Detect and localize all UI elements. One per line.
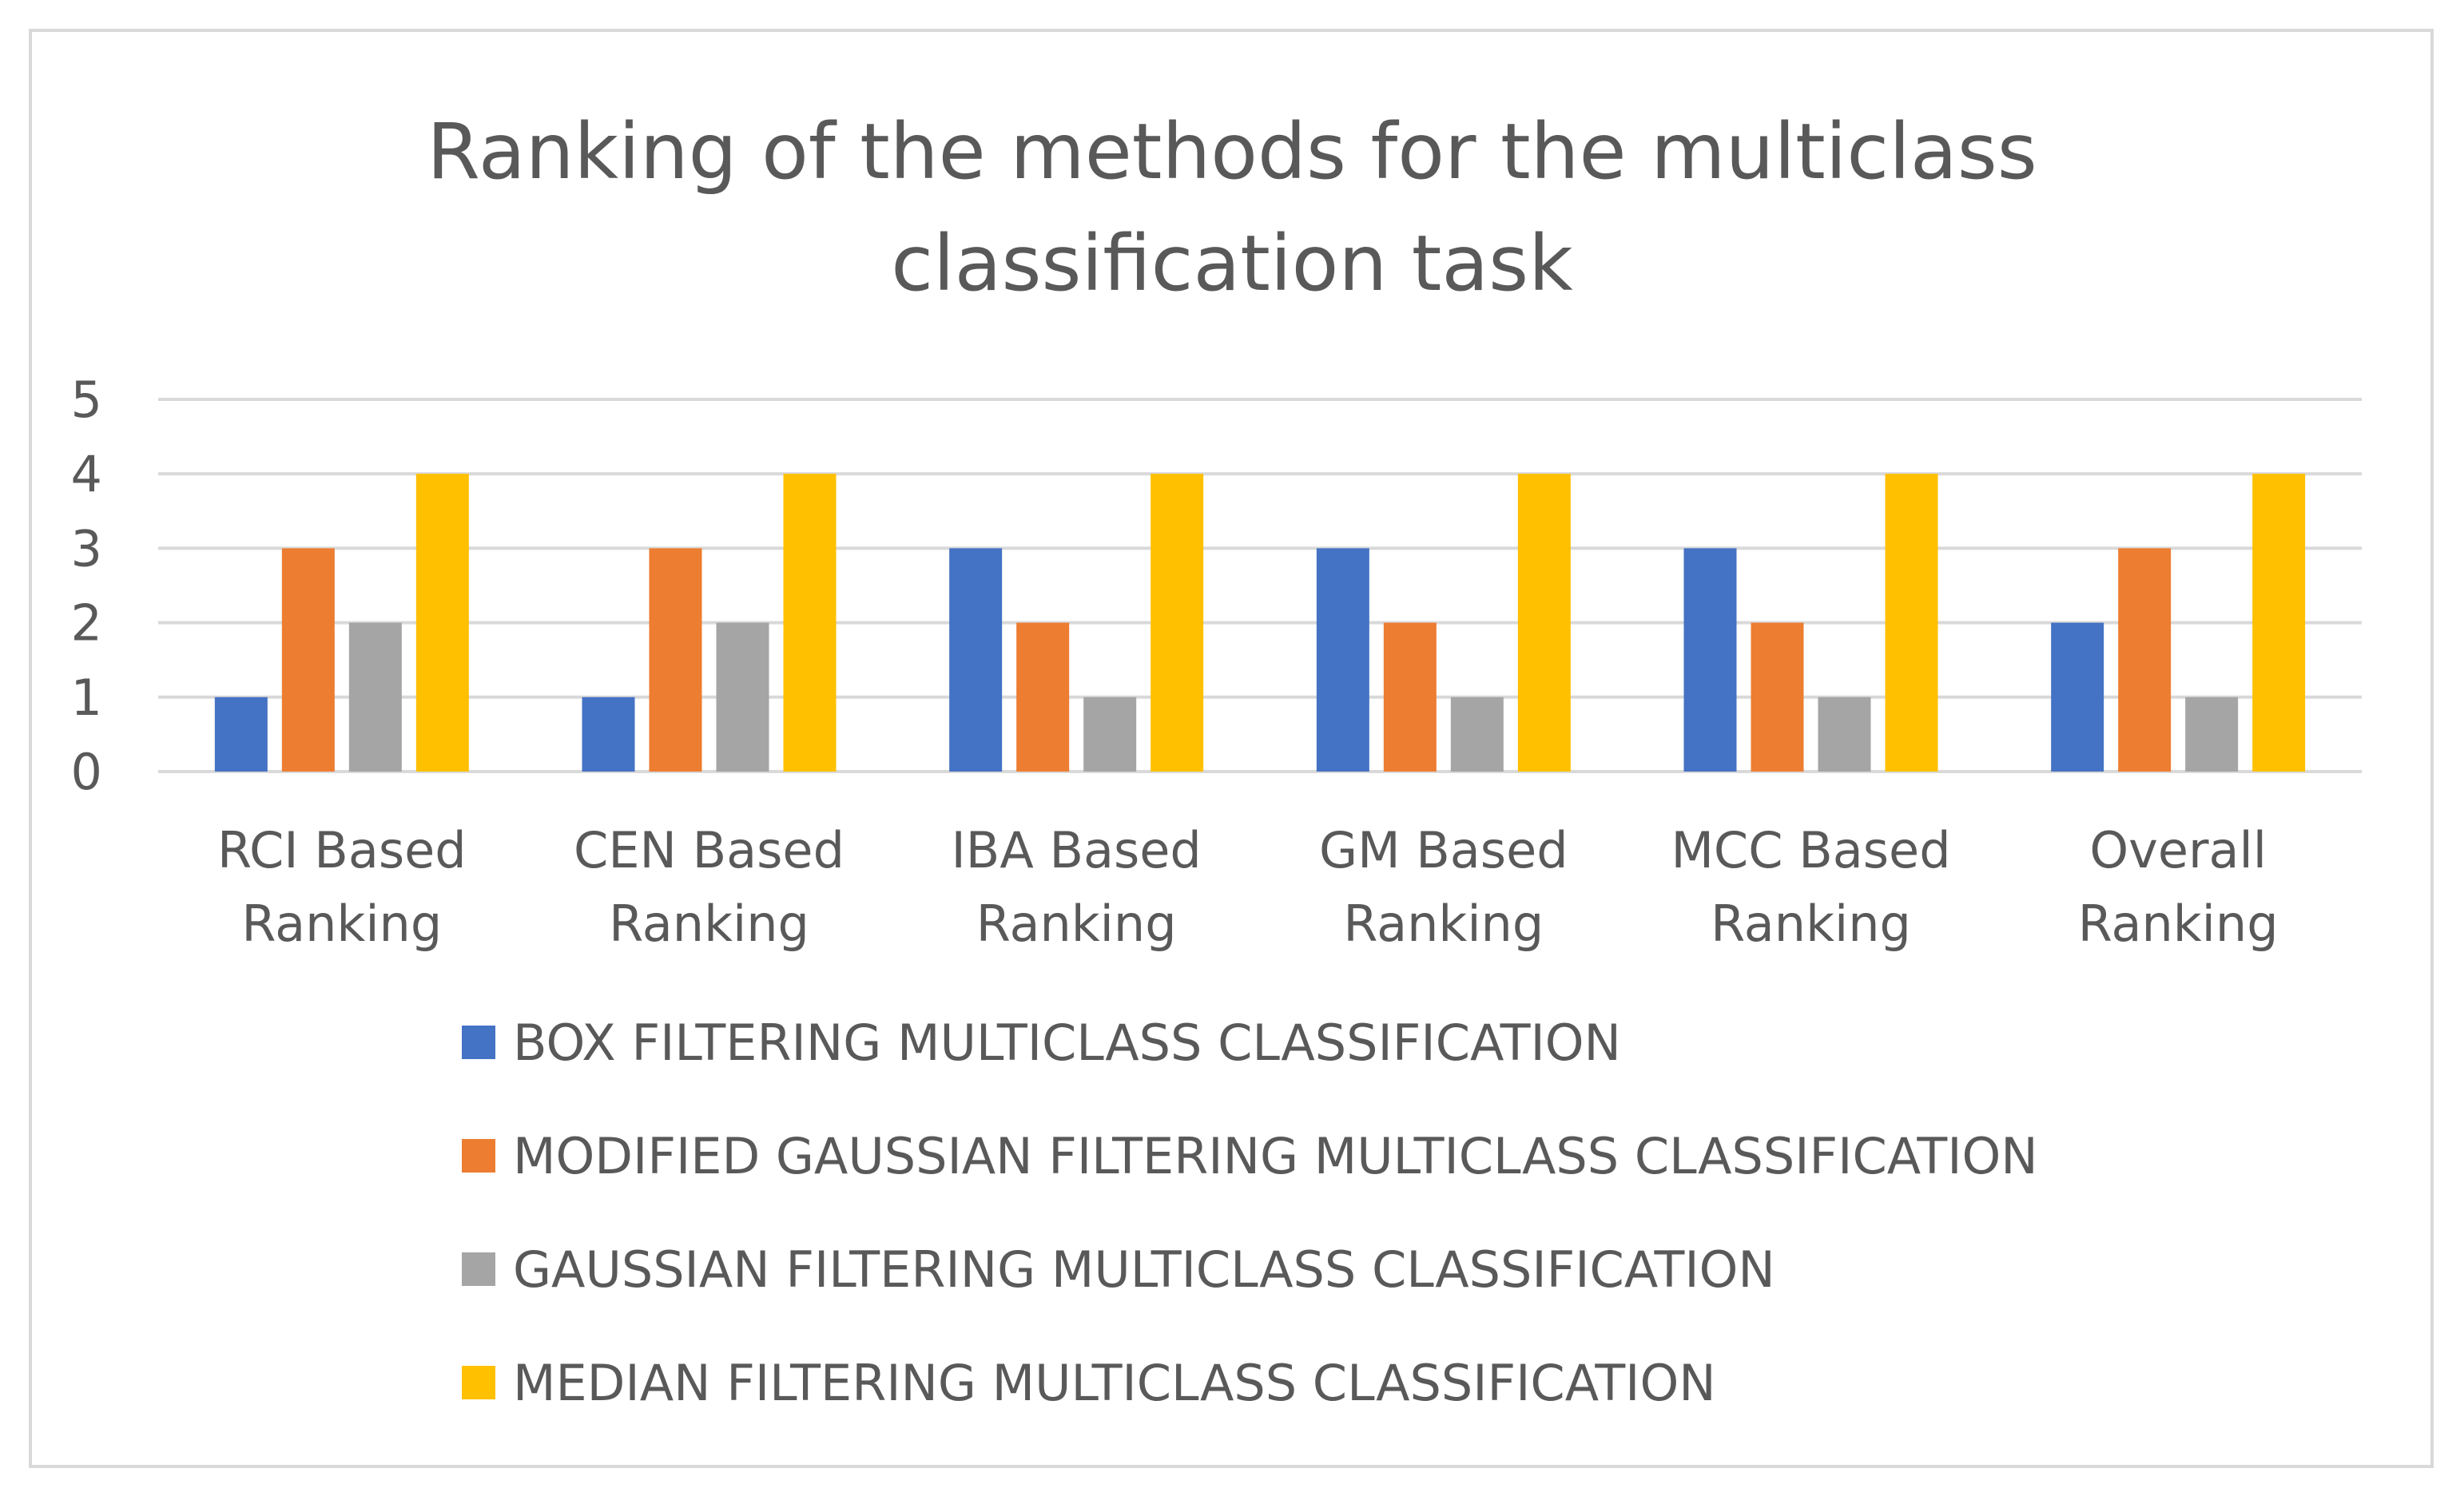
legend-swatch (462, 1139, 495, 1173)
x-tick-label: Overall (2089, 821, 2267, 879)
x-tick-labels: RCI Based Ranking CEN Based Ranking IBA Base… (217, 821, 2279, 953)
y-tick-label: 3 (71, 519, 102, 577)
bar-2-5 (1751, 622, 1804, 772)
bar-4-2 (783, 474, 837, 772)
x-tick-label: IBA Based (952, 821, 1202, 879)
bar-1-3 (949, 548, 1003, 772)
legend-label: MODIFIED GAUSSIAN FILTERING MULTICLASS C… (513, 1126, 2038, 1185)
gridlines (158, 398, 2362, 773)
x-tick-label: Ranking (609, 895, 809, 953)
bar-3-1 (348, 622, 402, 772)
bar-4-4 (1517, 474, 1571, 772)
chart-title: Ranking of the methods for the multiclas… (0, 96, 2464, 319)
bar-1-2 (582, 696, 635, 772)
legend-label: MEDIAN FILTERING MULTICLASS CLASSIFICATI… (513, 1353, 1716, 1412)
bar-4-6 (2252, 474, 2306, 772)
chart-title-line-1: Ranking of the methods for the multiclas… (427, 107, 2037, 196)
bars (214, 474, 2306, 772)
bar-1-6 (2051, 622, 2104, 772)
x-tick-label: Ranking (976, 895, 1177, 953)
x-tick-label: Ranking (1343, 895, 1544, 953)
bar-1-4 (1316, 548, 1369, 772)
x-tick-label: MCC Based (1671, 821, 1950, 879)
legend-item: GAUSSIAN FILTERING MULTICLASS CLASSIFICA… (462, 1240, 2038, 1299)
y-tick-label: 1 (71, 669, 102, 727)
bar-2-1 (281, 548, 335, 772)
y-tick-label: 2 (71, 594, 102, 653)
bar-3-3 (1083, 696, 1137, 772)
bar-3-4 (1450, 696, 1504, 772)
y-tick-label: 5 (71, 371, 102, 429)
x-tick-label: RCI Based (217, 821, 467, 879)
x-tick-label: Ranking (241, 895, 442, 953)
x-tick-label: CEN Based (574, 821, 845, 879)
x-tick-label: Ranking (1711, 895, 1911, 953)
bar-1-5 (1683, 548, 1737, 772)
legend-item: BOX FILTERING MULTICLASS CLASSIFICATION (462, 1013, 2038, 1072)
bar-3-2 (716, 622, 769, 772)
bar-4-1 (415, 474, 469, 772)
bar-2-2 (649, 548, 702, 772)
bar-2-6 (2118, 548, 2172, 772)
legend-swatch (462, 1252, 495, 1286)
y-tick-labels: 0 1 2 3 4 5 (71, 371, 102, 801)
bar-2-4 (1383, 622, 1437, 772)
legend-label: BOX FILTERING MULTICLASS CLASSIFICATION (513, 1013, 1621, 1072)
x-tick-label: GM Based (1319, 821, 1568, 879)
legend: BOX FILTERING MULTICLASS CLASSIFICATION M… (462, 1014, 2038, 1468)
y-tick-label: 4 (71, 445, 102, 503)
bar-1-1 (214, 696, 268, 772)
bar-3-5 (1818, 696, 1871, 772)
legend-item: MODIFIED GAUSSIAN FILTERING MULTICLASS C… (462, 1126, 2038, 1185)
x-tick-label: Ranking (2078, 895, 2279, 953)
bar-4-3 (1151, 474, 1204, 772)
legend-item: MEDIAN FILTERING MULTICLASS CLASSIFICATI… (462, 1353, 2038, 1412)
bar-2-3 (1016, 622, 1070, 772)
bar-4-5 (1885, 474, 1938, 772)
legend-swatch (462, 1366, 495, 1399)
y-tick-label: 0 (71, 743, 102, 801)
legend-label: GAUSSIAN FILTERING MULTICLASS CLASSIFICA… (513, 1240, 1775, 1299)
legend-swatch (462, 1026, 495, 1059)
bar-3-6 (2185, 696, 2239, 772)
chart-title-line-2: classification task (891, 219, 1573, 308)
